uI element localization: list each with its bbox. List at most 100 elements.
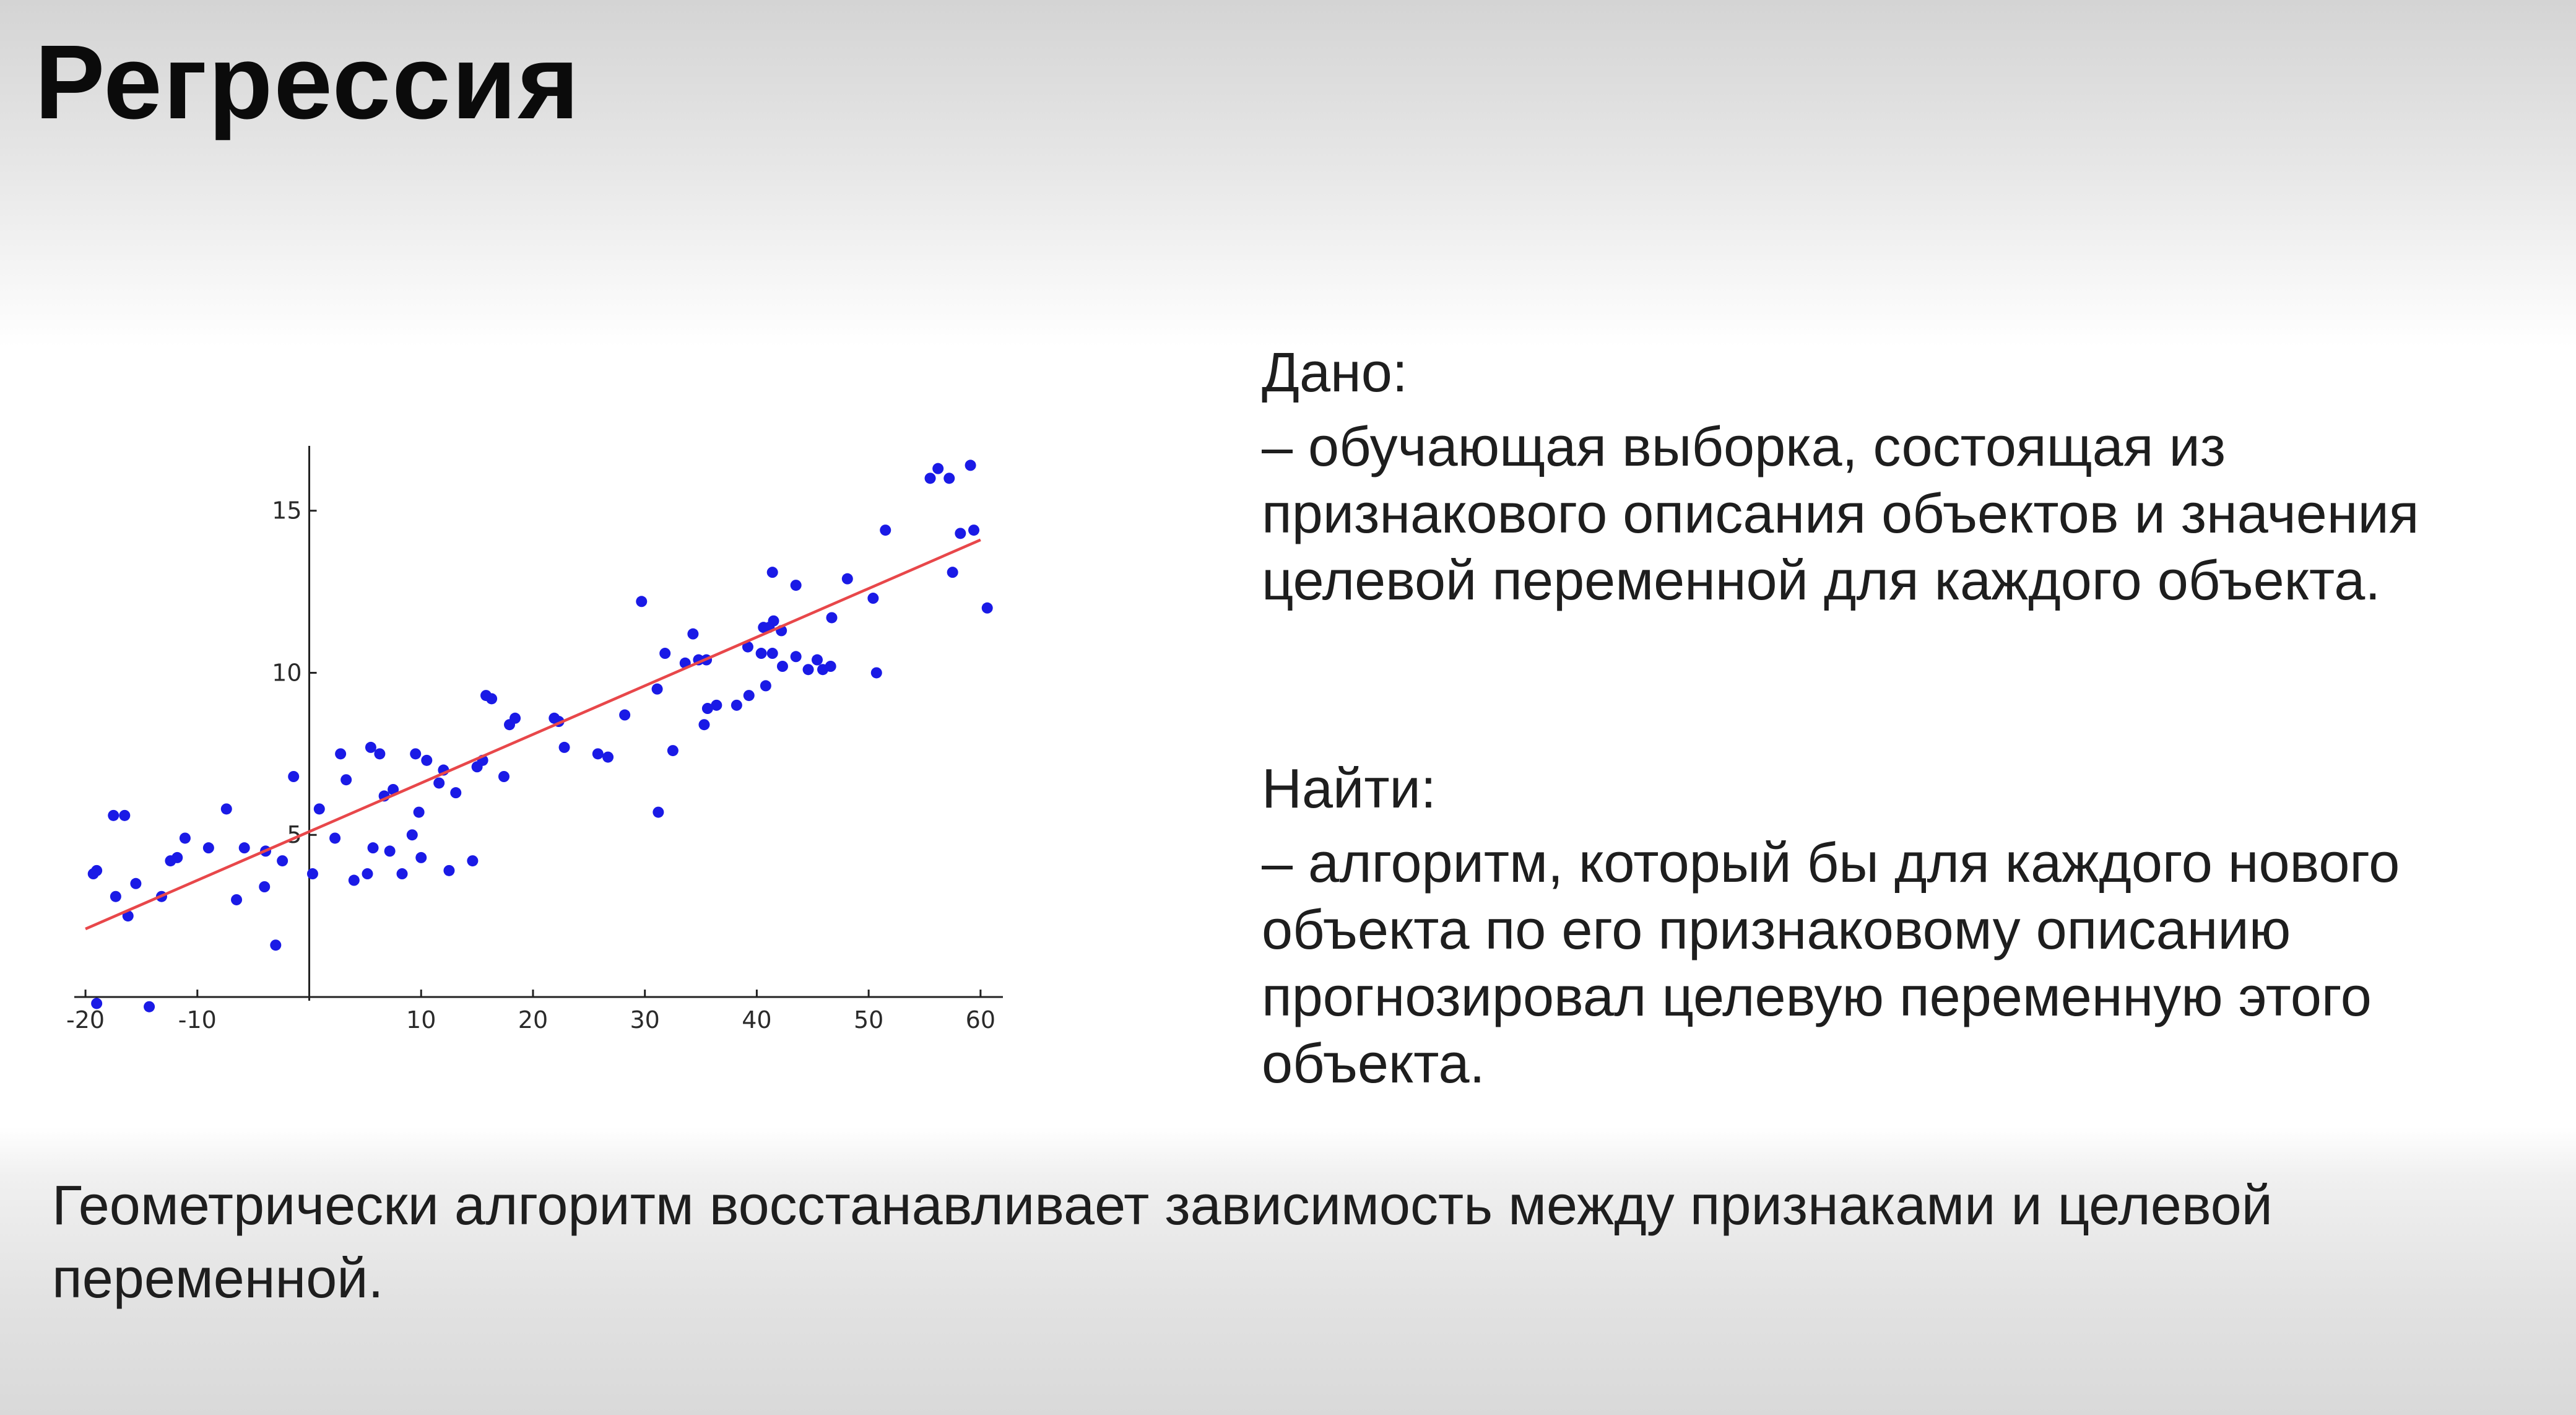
data-point bbox=[362, 868, 373, 880]
find-text: – алгоритм, который бы для каждого новог… bbox=[1262, 832, 2400, 1095]
data-point bbox=[498, 771, 510, 782]
x-tick-label: 30 bbox=[630, 1006, 660, 1034]
data-point bbox=[510, 712, 521, 724]
data-point bbox=[826, 612, 838, 624]
data-point bbox=[701, 703, 713, 715]
data-point bbox=[558, 741, 570, 753]
data-point bbox=[619, 709, 631, 721]
data-point bbox=[329, 832, 341, 844]
given-heading: Дано: bbox=[1262, 342, 1408, 404]
data-point bbox=[932, 463, 944, 474]
data-point bbox=[790, 580, 802, 591]
data-point bbox=[766, 567, 778, 578]
y-tick-label: 10 bbox=[272, 659, 301, 686]
given-section: Дано: – обучающая выборка, состоящая из … bbox=[1262, 339, 2549, 614]
find-section: Найти: – алгоритм, который бы для каждог… bbox=[1262, 755, 2549, 1097]
data-point bbox=[179, 832, 191, 844]
data-point bbox=[812, 654, 823, 666]
x-tick-label: -10 bbox=[178, 1006, 217, 1034]
data-point bbox=[130, 877, 142, 889]
y-tick-label: 15 bbox=[272, 497, 301, 525]
data-point bbox=[340, 774, 352, 786]
data-point bbox=[486, 693, 498, 705]
x-tick-label: 10 bbox=[406, 1006, 436, 1034]
regression-line bbox=[85, 538, 981, 931]
data-point bbox=[947, 567, 958, 578]
data-point bbox=[768, 615, 779, 627]
data-point bbox=[965, 459, 976, 471]
data-point bbox=[374, 748, 386, 760]
data-point bbox=[790, 651, 802, 663]
data-point bbox=[943, 472, 955, 484]
data-point bbox=[443, 864, 455, 876]
data-point bbox=[108, 809, 119, 821]
data-point bbox=[968, 525, 980, 536]
data-point bbox=[277, 855, 288, 867]
data-point bbox=[880, 525, 891, 536]
data-point bbox=[313, 803, 325, 815]
x-tick-label: 50 bbox=[854, 1006, 883, 1034]
data-point bbox=[119, 809, 131, 821]
data-point bbox=[667, 745, 679, 757]
conclusion-text: Геометрически алгоритм восстанавливает з… bbox=[52, 1175, 2273, 1310]
data-point bbox=[981, 602, 993, 614]
data-point bbox=[731, 699, 742, 711]
data-point bbox=[776, 661, 788, 672]
data-point bbox=[396, 868, 408, 880]
data-point bbox=[288, 771, 300, 782]
chart-points bbox=[87, 459, 993, 1012]
data-point bbox=[384, 845, 396, 857]
x-tick-label: 60 bbox=[966, 1006, 995, 1034]
find-heading: Найти: bbox=[1262, 758, 1436, 820]
data-point bbox=[760, 680, 771, 692]
data-point bbox=[410, 748, 422, 760]
data-point bbox=[955, 528, 966, 539]
x-tick-label: -20 bbox=[66, 1006, 105, 1034]
data-point bbox=[636, 596, 648, 607]
data-point bbox=[592, 748, 604, 760]
data-point bbox=[841, 573, 853, 585]
data-point bbox=[825, 661, 836, 672]
data-point bbox=[415, 851, 427, 863]
data-point bbox=[421, 754, 433, 766]
data-point bbox=[270, 939, 282, 951]
data-point bbox=[367, 842, 379, 854]
data-point bbox=[231, 894, 243, 905]
data-point bbox=[450, 787, 462, 799]
data-point bbox=[144, 1001, 155, 1012]
data-point bbox=[413, 806, 425, 818]
data-point bbox=[238, 842, 250, 854]
data-point bbox=[433, 777, 445, 789]
x-tick-label: 40 bbox=[742, 1006, 771, 1034]
data-point bbox=[653, 806, 664, 818]
data-point bbox=[711, 699, 722, 711]
data-point bbox=[602, 751, 614, 763]
data-point bbox=[755, 648, 767, 660]
data-point bbox=[171, 851, 183, 863]
data-point bbox=[924, 472, 936, 484]
data-point bbox=[202, 842, 214, 854]
data-point bbox=[802, 664, 814, 676]
data-point bbox=[91, 998, 103, 1009]
data-point bbox=[766, 648, 778, 660]
chart-axes bbox=[74, 446, 1003, 1001]
data-point bbox=[388, 783, 399, 795]
data-point bbox=[467, 855, 479, 867]
slide-title: Регрессия bbox=[35, 24, 581, 141]
data-point bbox=[365, 741, 376, 753]
data-point bbox=[91, 864, 103, 876]
given-text: – обучающая выборка, состоящая из призна… bbox=[1262, 416, 2419, 612]
data-point bbox=[306, 868, 318, 880]
data-point bbox=[220, 803, 232, 815]
data-point bbox=[110, 890, 121, 902]
data-point bbox=[406, 829, 418, 841]
data-point bbox=[659, 648, 671, 660]
data-point bbox=[870, 667, 882, 679]
data-point bbox=[743, 690, 755, 702]
data-point bbox=[867, 593, 879, 604]
data-point bbox=[348, 874, 360, 886]
x-tick-label: 20 bbox=[518, 1006, 548, 1034]
data-point bbox=[651, 683, 663, 695]
